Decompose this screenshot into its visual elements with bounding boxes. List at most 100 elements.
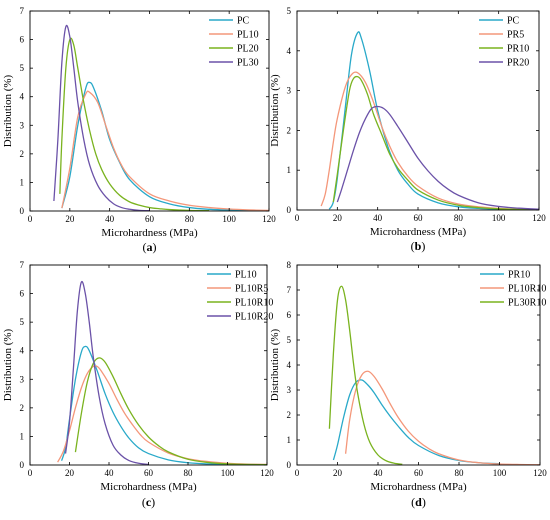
y-tick-label: 5	[20, 63, 25, 73]
x-tick-label: 100	[493, 468, 507, 478]
caption-part: )	[422, 495, 426, 509]
x-tick-label: 40	[374, 468, 384, 478]
x-tick-label: 20	[65, 214, 75, 224]
series-line-pl10r20	[64, 280, 149, 465]
series-line-pl10	[61, 90, 269, 211]
y-tick-label: 0	[287, 205, 292, 215]
x-tick-label: 40	[105, 214, 115, 224]
caption-part: )	[421, 239, 425, 253]
y-tick-label: 0	[20, 460, 25, 470]
x-tick-label: 40	[105, 468, 115, 478]
legend-label-pr20: PR20	[507, 58, 529, 69]
legend-label-pl10r20: PL10R20	[235, 312, 273, 323]
series-line-pc	[328, 31, 539, 210]
x-tick-label: 100	[492, 213, 506, 223]
x-tick-label: 120	[262, 214, 276, 224]
legend-label-pc: PC	[507, 16, 520, 27]
y-tick-label: 2	[287, 125, 292, 135]
y-axis-label: Distribution (%)	[2, 74, 14, 147]
caption-part: )	[153, 240, 157, 254]
y-tick-label: 8	[287, 260, 292, 270]
panel-a: 0 20 40 60 80 100 120 0 1 2 3 4 5 6 7 Microhardness (MP…	[2, 6, 276, 254]
y-tick-label: 3	[20, 374, 25, 384]
x-tick-label: 100	[222, 214, 236, 224]
y-axis-label: Distribution (%)	[2, 328, 14, 401]
caption-part: b	[415, 239, 422, 253]
caption-part: (	[142, 495, 146, 509]
panel-b: 0 20 40 60 80 100 120 0 1 2 3 4 5 Microhardness (MPa)…	[269, 6, 546, 253]
series-line-pl30r10	[328, 285, 403, 465]
panel-caption: (a)	[143, 240, 157, 254]
x-tick-label: 20	[333, 468, 343, 478]
series-line-pl10	[60, 345, 267, 465]
plot-frame	[29, 10, 270, 212]
plot-frame	[296, 264, 541, 466]
y-tick-label: 1	[287, 435, 292, 445]
y-tick-label: 1	[20, 177, 25, 187]
y-tick-label: 6	[20, 289, 25, 299]
x-tick-label: 0	[28, 468, 33, 478]
legend-label-pl30r10: PL30R10	[508, 298, 546, 309]
y-tick-label: 1	[20, 431, 25, 441]
y-tick-label: 7	[20, 6, 25, 16]
legend-label-pl10r10: PL10R10	[508, 284, 546, 295]
series-line-pl10r5	[57, 365, 267, 465]
legend-label-pl10r10: PL10R10	[235, 298, 273, 309]
series-line-pl30	[53, 24, 150, 211]
x-tick-label: 100	[221, 468, 235, 478]
y-tick-label: 2	[20, 403, 25, 413]
y-axis-label: Distribution (%)	[269, 328, 281, 401]
y-tick-label: 7	[20, 260, 25, 270]
x-tick-label: 0	[28, 214, 33, 224]
caption-part: a	[147, 240, 153, 254]
x-tick-label: 0	[295, 468, 300, 478]
y-tick-label: 3	[287, 385, 292, 395]
y-tick-label: 5	[287, 335, 292, 345]
panel-caption: (c)	[142, 495, 155, 509]
plot-frame	[296, 10, 540, 211]
y-tick-label: 5	[20, 317, 25, 327]
x-tick-label: 60	[414, 468, 424, 478]
x-axis-label: Microhardness (MPa)	[100, 481, 197, 493]
series-line-pr10	[332, 379, 500, 465]
y-tick-label: 0	[287, 460, 292, 470]
x-tick-label: 20	[333, 213, 343, 223]
plot-frame	[29, 264, 268, 466]
y-tick-label: 0	[20, 206, 25, 216]
series-line-pl10r10	[344, 370, 540, 465]
legend-label-pl10r5: PL10R5	[235, 284, 268, 295]
caption-part: d	[415, 495, 422, 509]
x-tick-label: 80	[184, 468, 194, 478]
x-tick-label: 0	[295, 213, 300, 223]
x-axis-label: Microhardness (MPa)	[370, 226, 467, 238]
y-tick-label: 1	[287, 165, 292, 175]
x-tick-label: 120	[532, 213, 546, 223]
legend-label-pr5: PR5	[507, 30, 524, 41]
legend-label-pr10: PR10	[507, 44, 529, 55]
panel-caption: (b)	[411, 239, 426, 253]
x-tick-label: 80	[455, 468, 465, 478]
y-tick-label: 2	[287, 410, 292, 420]
x-tick-label: 120	[260, 468, 274, 478]
x-tick-label: 80	[454, 213, 464, 223]
series-line-pr5	[320, 71, 539, 210]
y-tick-label: 5	[287, 6, 292, 16]
legend-label-pc: PC	[237, 16, 250, 27]
x-tick-label: 80	[185, 214, 195, 224]
x-tick-label: 60	[414, 213, 424, 223]
legend-label-pl20: PL20	[237, 44, 259, 55]
series-line-pl10r10	[74, 357, 267, 465]
x-tick-label: 60	[145, 214, 155, 224]
y-tick-label: 7	[287, 285, 292, 295]
caption-part: (	[411, 239, 415, 253]
caption-part: (	[411, 495, 415, 509]
y-tick-label: 3	[287, 86, 292, 96]
x-tick-label: 120	[533, 468, 547, 478]
panel-d: 0 20 40 60 80 100 120 0 1 2 3 4 5 6 7 8 Microhardness (M…	[269, 260, 547, 509]
x-axis-label: Microhardness (MPa)	[370, 481, 467, 493]
y-tick-label: 4	[287, 46, 292, 56]
x-tick-label: 60	[144, 468, 154, 478]
y-tick-label: 6	[20, 35, 25, 45]
y-tick-label: 6	[287, 310, 292, 320]
